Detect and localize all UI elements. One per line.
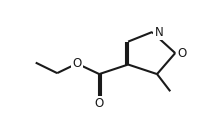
Text: N: N [155, 26, 163, 39]
Text: O: O [95, 97, 104, 110]
Text: O: O [72, 57, 82, 70]
Text: O: O [178, 47, 187, 60]
